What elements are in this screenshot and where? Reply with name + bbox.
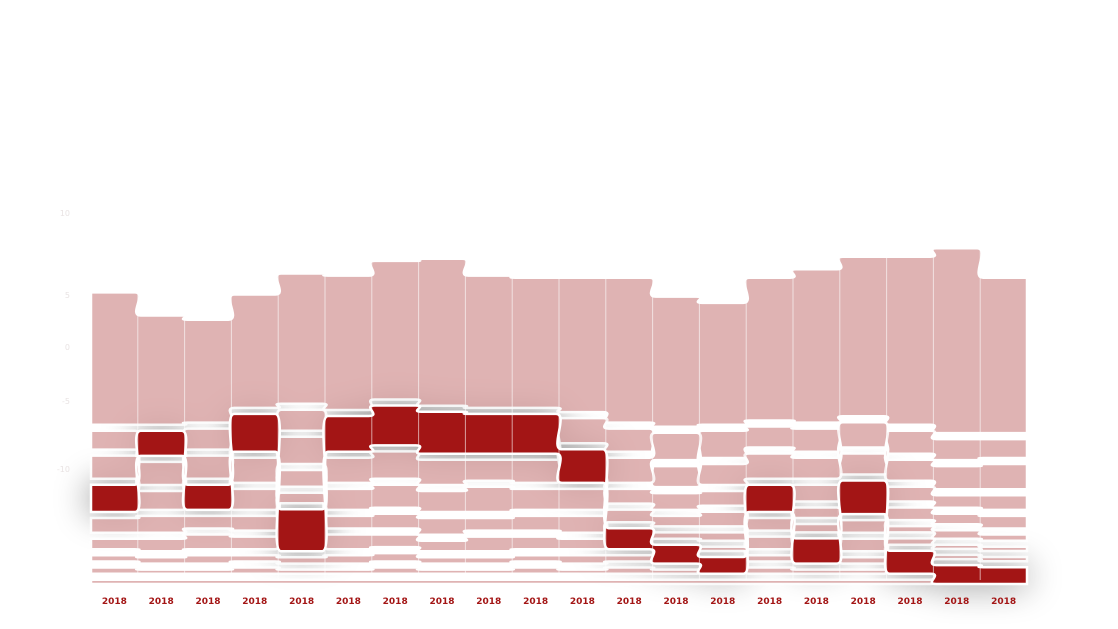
x-axis: 2018 2018 2018 2018 2018 2018 2018 2018 2018 2018… [102, 597, 1016, 607]
x-tick-label: 2018 [195, 597, 220, 607]
x-tick-label: 2018 [289, 597, 314, 607]
y-tick-label: 10 [60, 209, 70, 218]
x-tick-label: 2018 [897, 597, 922, 607]
x-tick-label: 2018 [757, 597, 782, 607]
x-tick-label: 2018 [663, 597, 688, 607]
y-tick-label: 0 [65, 343, 70, 352]
x-tick-label: 2018 [476, 597, 501, 607]
x-tick-label: 2018 [149, 597, 174, 607]
x-tick-label: 2018 [944, 597, 969, 607]
x-tick-label: 2018 [336, 597, 361, 607]
x-tick-label: 2018 [710, 597, 735, 607]
x-tick-label: 2018 [102, 597, 127, 607]
x-tick-label: 2018 [991, 597, 1016, 607]
x-tick-label: 2018 [523, 597, 548, 607]
y-tick-label: -5 [62, 397, 70, 406]
x-tick-label: 2018 [570, 597, 595, 607]
y-axis: 10 5 0 -5 -10 [57, 209, 70, 474]
y-tick-label: -10 [57, 465, 70, 474]
y-tick-label: 5 [65, 291, 70, 300]
x-tick-label: 2018 [617, 597, 642, 607]
x-tick-label: 2018 [851, 597, 876, 607]
x-tick-label: 2018 [804, 597, 829, 607]
grid-lines [137, 40, 981, 580]
x-tick-label: 2018 [383, 597, 408, 607]
x-tick-label: 2018 [429, 597, 454, 607]
x-tick-label: 2018 [242, 597, 267, 607]
